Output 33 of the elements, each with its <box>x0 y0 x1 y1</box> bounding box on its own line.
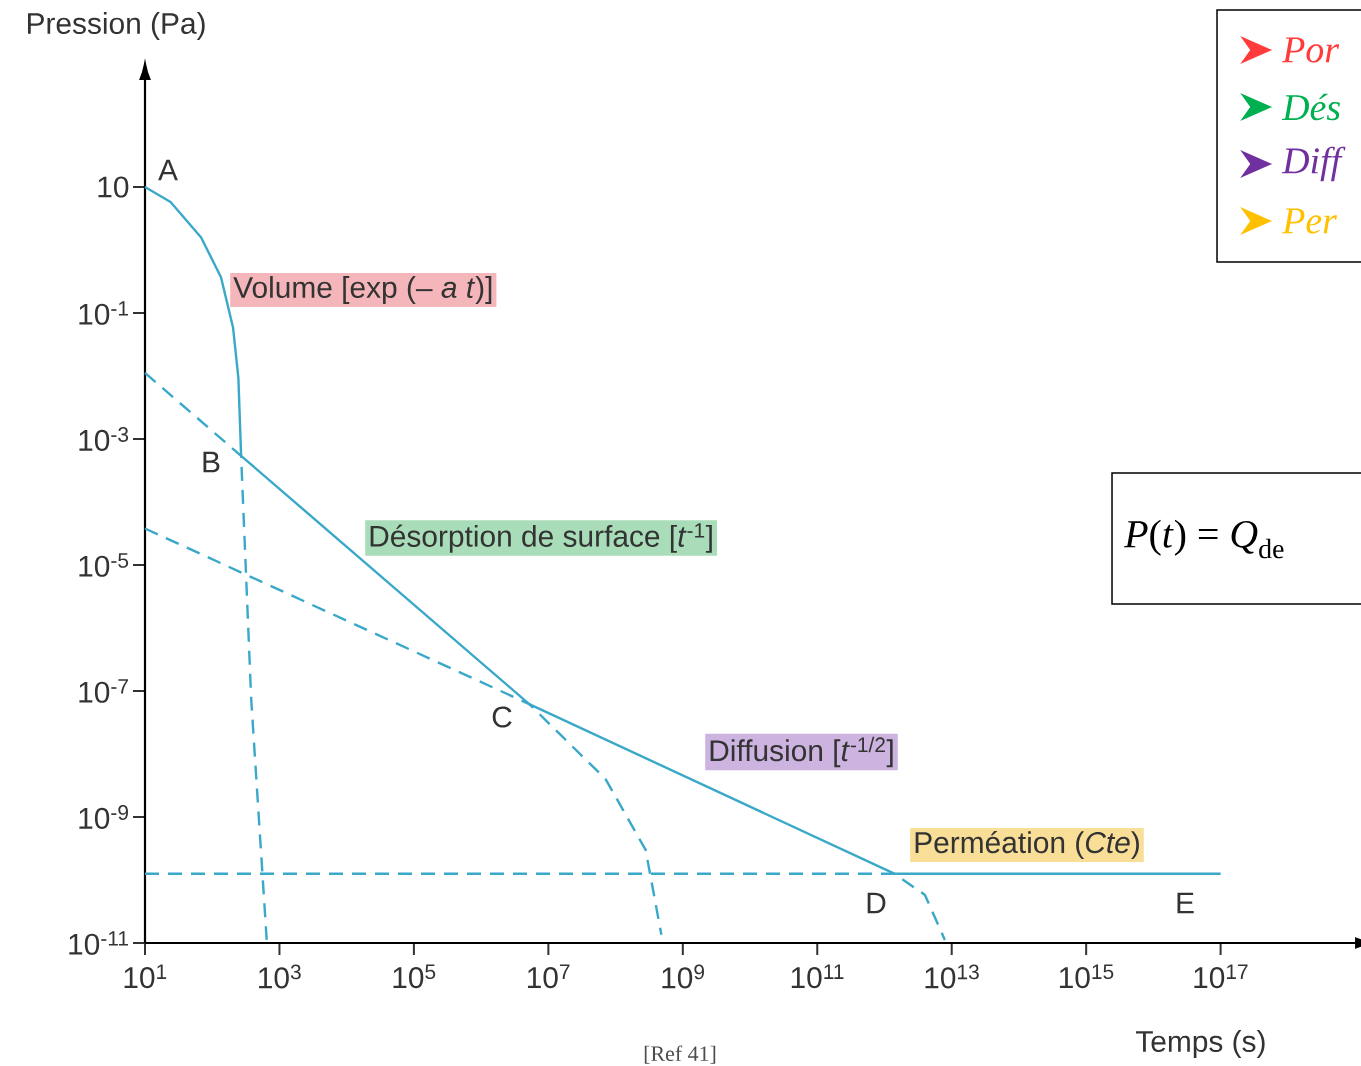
x-tick-label: 10$^{5}$ <box>393 964 436 989</box>
annotation: Diffusion [t$^{-1/2}$] <box>710 736 893 768</box>
annotation: Diff <box>1281 146 1346 182</box>
annotation: B <box>203 451 220 473</box>
y-tick-label: 10$^{-7}$ <box>79 679 128 703</box>
annotation: E <box>1177 892 1194 914</box>
x-tick-label: 10$^{17}$ <box>1194 964 1248 989</box>
annotation: P(t) = Q$_{de}$ <box>1124 519 1284 559</box>
annotation: A <box>158 159 178 181</box>
annotation: Dés <box>1281 93 1340 121</box>
x-axis-title: Temps (s) <box>1135 1030 1265 1058</box>
y-tick-label: 10$^{-11}$ <box>69 931 128 955</box>
y-tick-label: 10$^{-1}$ <box>79 301 128 325</box>
annotation: Per <box>1282 208 1337 234</box>
y-tick-label: 10$^{-3}$ <box>79 427 129 451</box>
annotation: C <box>492 706 512 728</box>
y-tick-label: 10 <box>98 176 129 198</box>
text: [Ref 41] <box>644 1045 716 1064</box>
y-tick-label: 10$^{-5}$ <box>79 553 129 577</box>
x-tick-label: 10$^{9}$ <box>662 964 704 989</box>
x-tick-label: 10$^{13}$ <box>925 964 979 989</box>
x-tick-label: 10$^{11}$ <box>791 964 844 989</box>
x-tick-label: 10$^{7}$ <box>527 964 570 989</box>
y-axis-title: Pression (Pa) <box>27 12 205 40</box>
annotation: Volume [exp (– a t)] <box>233 276 492 304</box>
x-tick-label: 10$^{3}$ <box>259 964 301 989</box>
x-tick-label: 10$^{15}$ <box>1059 964 1114 989</box>
annotation: Perméation (Cte) <box>915 830 1139 860</box>
annotation: D <box>867 892 886 914</box>
x-tick-label: 10$^{1}$ <box>124 964 167 989</box>
y-tick-label: 10$^{-9}$ <box>79 805 128 829</box>
annotation: Désorption de surface [t$^{-1}$] <box>370 523 712 553</box>
text: Por <box>1282 37 1340 63</box>
